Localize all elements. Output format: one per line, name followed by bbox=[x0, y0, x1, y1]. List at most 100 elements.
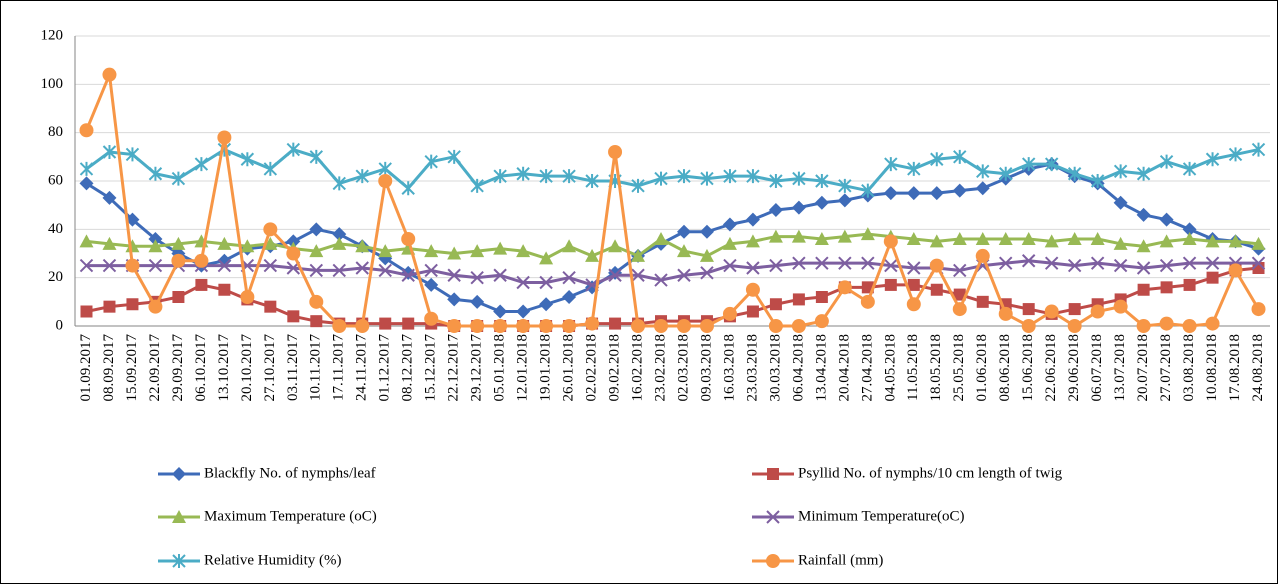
marker bbox=[516, 304, 531, 319]
marker bbox=[493, 169, 507, 184]
marker bbox=[332, 236, 347, 250]
marker bbox=[516, 244, 531, 258]
x-tick-label: 10.11.2017 bbox=[308, 334, 324, 401]
marker bbox=[286, 234, 301, 249]
marker bbox=[309, 263, 324, 278]
marker bbox=[516, 319, 531, 333]
marker bbox=[516, 166, 530, 181]
marker bbox=[769, 258, 783, 273]
marker bbox=[148, 299, 163, 314]
marker bbox=[332, 263, 346, 278]
marker bbox=[102, 67, 117, 82]
marker bbox=[401, 268, 415, 282]
x-tick-label: 03.08.2018 bbox=[1181, 334, 1197, 402]
marker bbox=[1228, 147, 1243, 162]
marker bbox=[80, 305, 93, 318]
marker bbox=[654, 319, 669, 333]
marker bbox=[1251, 302, 1266, 317]
x-tick-label: 04.05.2018 bbox=[882, 334, 898, 402]
marker bbox=[424, 244, 439, 258]
x-tick-label: 26.01.2018 bbox=[561, 334, 577, 402]
marker bbox=[998, 306, 1013, 321]
marker bbox=[539, 319, 554, 333]
y-tick-label: 40 bbox=[48, 221, 63, 237]
marker bbox=[1205, 234, 1220, 248]
marker bbox=[263, 222, 278, 237]
marker bbox=[815, 256, 829, 270]
x-tick-label: 02.03.2018 bbox=[675, 334, 691, 402]
marker bbox=[194, 253, 209, 268]
marker bbox=[79, 234, 94, 248]
marker bbox=[884, 278, 897, 291]
marker bbox=[907, 278, 920, 291]
marker bbox=[976, 164, 990, 179]
marker bbox=[837, 280, 852, 295]
marker bbox=[907, 161, 921, 176]
marker bbox=[1113, 236, 1128, 250]
marker bbox=[838, 256, 852, 270]
marker bbox=[1044, 234, 1059, 248]
marker bbox=[401, 232, 416, 246]
x-tick-label: 19.01.2018 bbox=[538, 334, 554, 402]
marker bbox=[126, 298, 139, 311]
marker bbox=[883, 186, 898, 201]
marker bbox=[263, 161, 278, 176]
x-tick-label: 01.12.2017 bbox=[377, 334, 393, 402]
marker bbox=[332, 319, 347, 333]
y-tick-label: 20 bbox=[48, 269, 63, 285]
marker bbox=[195, 278, 208, 291]
marker bbox=[1022, 303, 1035, 316]
marker bbox=[1090, 232, 1105, 245]
marker bbox=[699, 248, 714, 262]
marker bbox=[1205, 316, 1220, 331]
legend-label: Psyllid No. of nymphs/10 cm length of tw… bbox=[798, 465, 1063, 481]
marker bbox=[355, 239, 370, 253]
marker bbox=[424, 311, 439, 326]
marker bbox=[1067, 166, 1082, 181]
x-tick-label: 15.09.2017 bbox=[124, 334, 140, 402]
x-tick-label: 23.03.2018 bbox=[744, 334, 760, 402]
marker bbox=[1136, 261, 1151, 275]
marker bbox=[1044, 304, 1059, 319]
x-tick-label: 09.02.2018 bbox=[606, 334, 622, 402]
marker bbox=[424, 277, 439, 292]
marker bbox=[286, 246, 301, 261]
marker bbox=[837, 193, 852, 208]
x-tick-label: 22.06.2018 bbox=[1043, 334, 1059, 402]
marker bbox=[814, 232, 829, 245]
x-tick-label: 22.12.2017 bbox=[446, 334, 462, 402]
marker bbox=[493, 319, 508, 333]
y-tick-label: 80 bbox=[48, 124, 63, 140]
marker bbox=[218, 283, 231, 296]
series bbox=[79, 67, 1266, 333]
marker bbox=[861, 183, 875, 198]
marker bbox=[240, 152, 255, 167]
marker bbox=[470, 319, 485, 333]
marker bbox=[379, 317, 392, 330]
x-tick-label: 16.02.2018 bbox=[629, 334, 645, 402]
marker bbox=[125, 258, 140, 273]
marker bbox=[447, 292, 462, 307]
x-tick-label: 18.05.2018 bbox=[928, 334, 944, 402]
marker bbox=[1182, 161, 1197, 176]
marker bbox=[677, 268, 691, 282]
marker bbox=[79, 176, 94, 191]
marker bbox=[609, 317, 622, 330]
marker bbox=[310, 315, 323, 328]
x-tick-label: 23.02.2018 bbox=[652, 334, 668, 402]
marker bbox=[493, 241, 508, 255]
marker bbox=[470, 244, 485, 258]
x-tick-label: 09.03.2018 bbox=[698, 334, 714, 402]
marker bbox=[745, 282, 760, 297]
series bbox=[79, 142, 1266, 198]
marker bbox=[676, 224, 691, 239]
marker bbox=[1159, 154, 1174, 169]
marker bbox=[102, 258, 117, 273]
marker bbox=[171, 236, 186, 250]
x-tick-label: 29.06.2018 bbox=[1066, 334, 1082, 402]
marker bbox=[103, 300, 116, 313]
marker bbox=[723, 258, 737, 273]
marker bbox=[148, 239, 163, 253]
marker bbox=[975, 232, 990, 245]
